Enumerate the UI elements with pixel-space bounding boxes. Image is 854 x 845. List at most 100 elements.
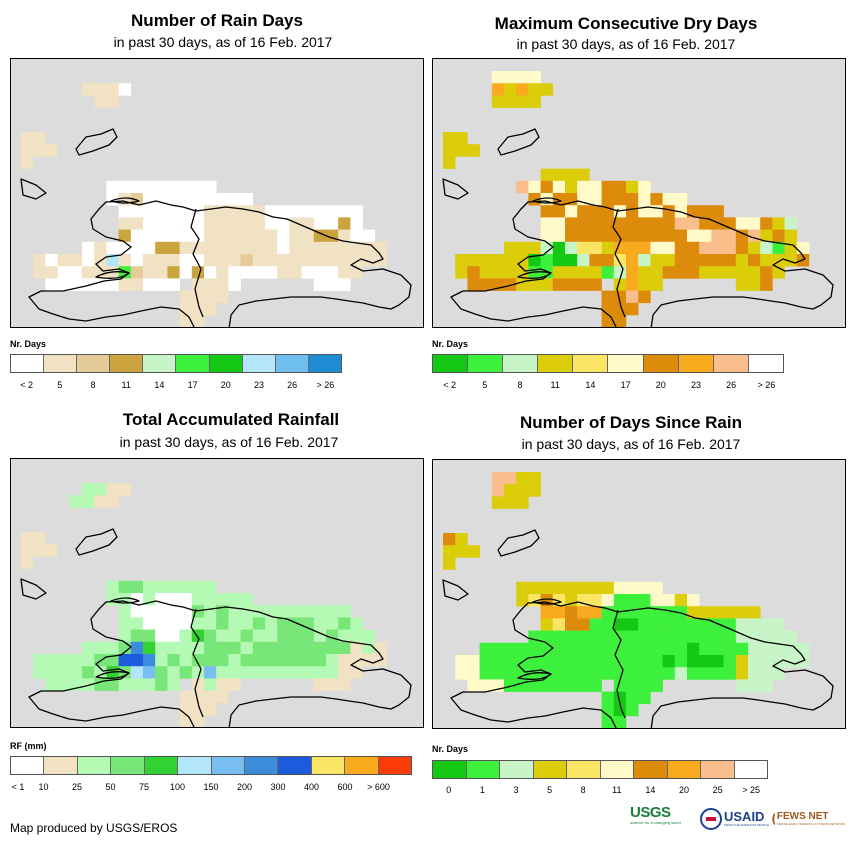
map-cell [760,618,773,631]
map-cell [491,642,505,656]
map-cell [204,629,217,643]
map-cell [528,83,541,96]
map-cell [167,580,180,594]
map-cell [57,678,71,691]
map-cell [338,241,351,255]
map-cell [711,642,724,656]
map-cell [94,495,107,508]
map-cell [565,679,578,692]
map-cell [504,71,517,84]
map-cell [252,229,266,243]
map-cell [626,302,639,316]
map-cell [118,483,132,496]
legend-bar [10,756,412,775]
map-cell [228,617,241,630]
map-cell [130,205,144,218]
map-cell [687,266,700,279]
map-cell [601,302,615,316]
legend-tick-label: 5 [57,380,63,390]
map-cell [650,618,663,631]
map-cell [265,629,278,643]
west-islet-coastline [442,579,469,601]
map-cell [143,217,156,230]
legend-tick-label: > 600 [367,782,390,792]
map-cell [711,655,724,668]
map-cell [443,156,456,169]
map-cell [240,654,254,667]
map-cell [552,667,566,680]
map-cell [650,642,663,656]
map-cell [662,618,676,631]
map-cell [143,241,156,255]
map-cell [577,266,590,279]
map-cell [723,241,737,255]
map-cell [626,630,639,644]
map-cell [228,641,241,655]
map-cell [650,667,663,680]
map-cell [106,495,119,508]
west-islet-coastline [442,178,469,200]
legend-tick-label: 150 [203,782,219,792]
map-frame [10,58,424,328]
map-cell [130,229,144,243]
legend-tick-label: 8 [517,380,523,390]
map-cell [130,641,144,655]
map-cell [277,605,290,618]
map-cell [45,278,58,291]
map-cell [540,655,554,668]
map-cell [326,617,339,630]
map-cell [143,629,156,643]
map-cell [613,290,627,304]
map-cell [57,266,71,279]
map-cell [516,581,529,595]
map-cell [760,229,773,243]
legend-tick-label: 20 [220,380,231,390]
map-cell [179,593,193,606]
map-cell [626,703,639,717]
map-cell [577,241,590,255]
map-cell [338,217,351,230]
gonave-coastline [95,671,130,679]
map-cell [228,654,241,667]
map-cell [687,655,700,668]
map-cell [552,278,566,291]
map-cell [552,618,566,631]
map-cell [82,241,95,255]
map-cell [167,180,180,194]
map-cell [772,630,785,644]
map-cell [735,630,749,644]
map-cell [711,254,724,267]
map-cell [601,254,615,267]
map-cell [216,641,229,655]
map-cell [650,278,663,291]
map-cell [760,642,773,656]
map-cell [143,654,156,667]
map-cell [82,266,95,279]
map-cell [662,266,676,279]
map-cell [143,180,156,194]
map-cell [589,254,602,267]
map-cell [516,71,529,84]
legend-tick-label: 11 [550,380,560,390]
map-cell [565,618,578,631]
map-cell [601,581,615,595]
legend-swatch [503,355,539,372]
map-cell [638,241,651,255]
map-cell [601,594,615,607]
map-cell [216,654,229,667]
map-cell [638,679,651,692]
panel-dry-days: Maximum Consecutive Dry Days in past 30 … [428,0,854,400]
north-islet-coastline [497,529,540,557]
map-cell [326,278,339,291]
map-cell [674,266,688,279]
map-cell [626,679,639,692]
map-cell [540,168,554,182]
map-cell [362,229,376,243]
panel-subtitle: in past 30 days, as of 16 Feb. 2017 [119,434,339,450]
legend-tick-label: 26 [726,380,737,390]
map-cell [106,678,119,691]
map-cell [265,241,278,255]
map-cell [191,593,205,606]
map-cell [216,229,229,243]
map-cell [289,266,302,279]
